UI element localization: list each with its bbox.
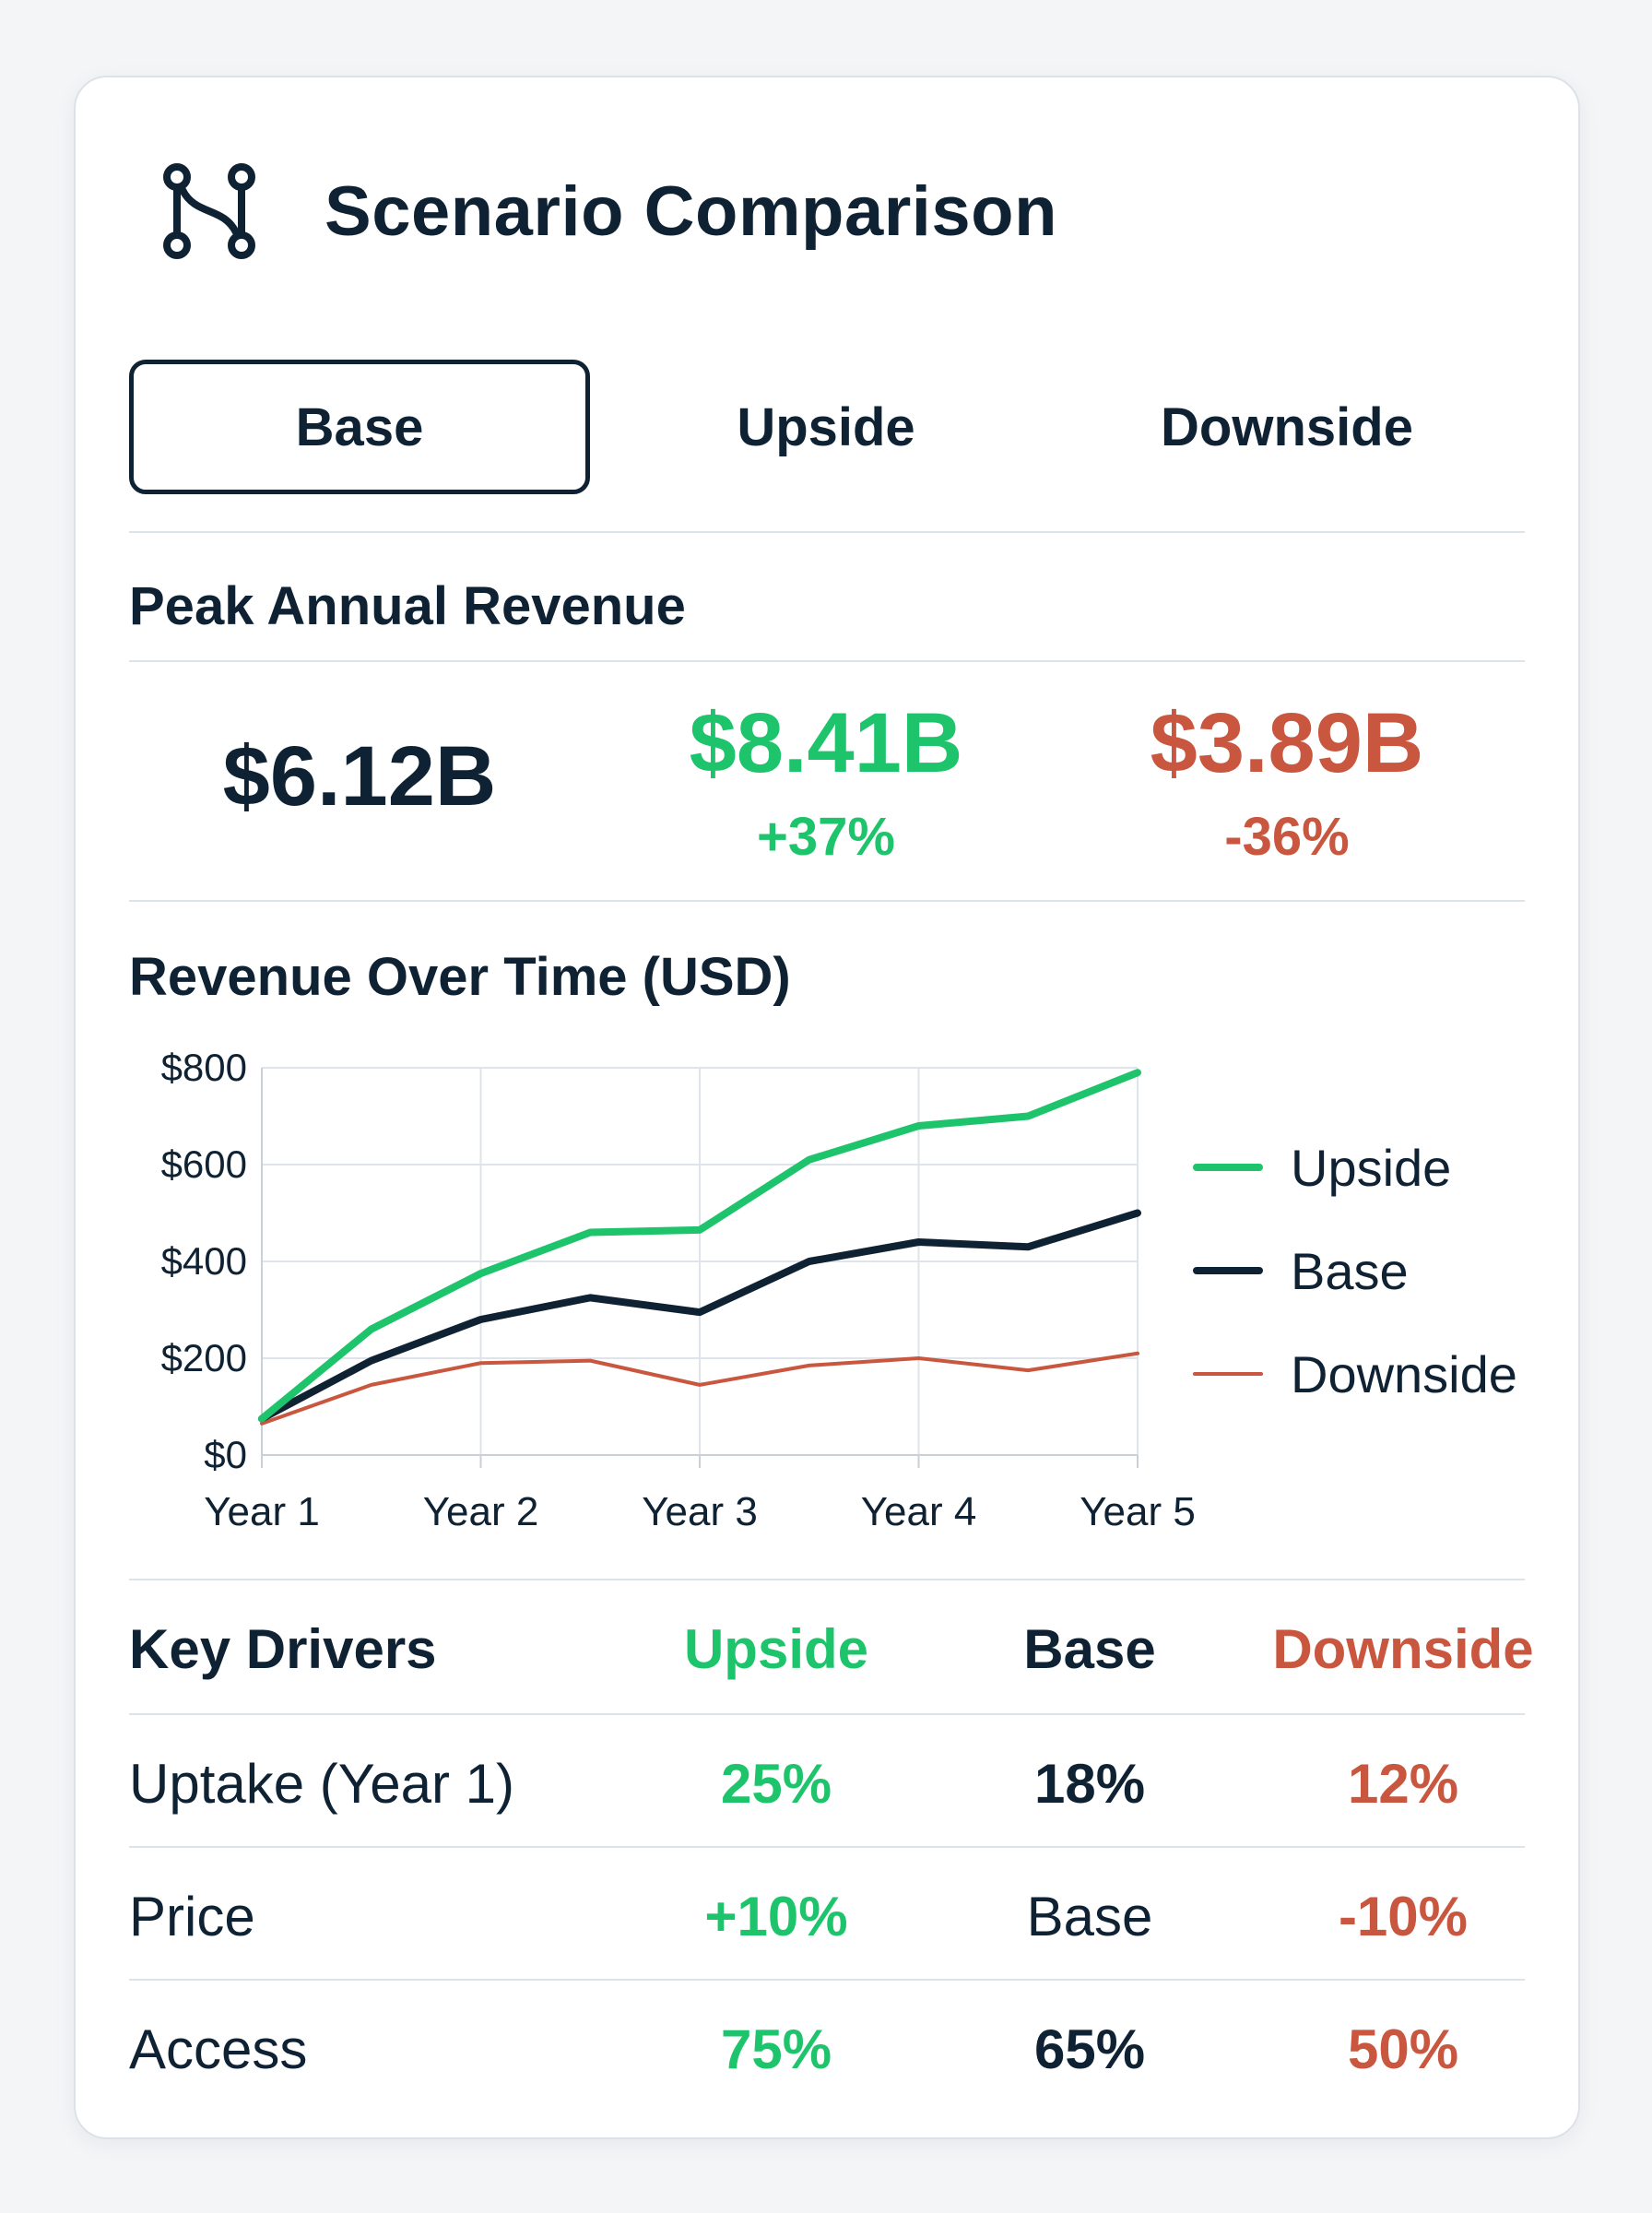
chart-legend: Upside Base Downside [1193, 1116, 1517, 1426]
drivers-heading: Key Drivers [129, 1618, 437, 1680]
y-tick-label: $0 [204, 1433, 247, 1476]
drivers-col-base: Base [1023, 1618, 1156, 1680]
revenue-chart: $0 $200 $400 $600 $800 Year 1 Year 2 Year 3 Year… [161, 1046, 1196, 1534]
divider [129, 1713, 1525, 1715]
chart-title: Revenue Over Time (USD) [129, 947, 791, 1007]
divider [129, 660, 1525, 662]
tab-upside[interactable]: Upside [737, 396, 915, 457]
legend-swatch-upside [1193, 1164, 1263, 1171]
x-tick-label: Year 5 [1080, 1489, 1196, 1534]
x-tick-label: Year 2 [423, 1489, 539, 1534]
legend-label-downside: Downside [1291, 1344, 1517, 1403]
cell-price-downside: -10% [1338, 1886, 1469, 1947]
peak-downside-value: $3.89B [1150, 696, 1424, 790]
divider [129, 1846, 1525, 1848]
peak-upside-change: +37% [757, 807, 895, 867]
divider [129, 1579, 1525, 1580]
cell-uptake-upside: 25% [720, 1753, 832, 1815]
legend-item-downside: Downside [1193, 1322, 1517, 1426]
peak-base-value: $6.12B [222, 729, 497, 823]
legend-label-upside: Upside [1291, 1138, 1452, 1197]
scenario-tabs: Base Upside Downside [129, 360, 1530, 494]
cell-uptake-downside: 12% [1347, 1753, 1459, 1815]
cell-price-base: Base [1026, 1886, 1153, 1947]
card-header: Scenario Comparison [159, 151, 1057, 271]
y-tick-label: $400 [161, 1239, 247, 1283]
peak-downside: $3.89B -36% [1056, 701, 1517, 868]
legend-swatch-base [1193, 1267, 1263, 1274]
row-label-access: Access [129, 2018, 308, 2080]
y-tick-label: $200 [161, 1336, 247, 1379]
series-line-upside [258, 1069, 1141, 1423]
peak-upside-value: $8.41B [689, 696, 963, 790]
x-tick-label: Year 4 [861, 1489, 977, 1534]
series-line-base [258, 1209, 1141, 1423]
tab-downside[interactable]: Downside [1161, 396, 1413, 457]
page-title: Scenario Comparison [324, 172, 1058, 251]
peak-base: $6.12B [129, 734, 590, 819]
peak-revenue-heading: Peak Annual Revenue [129, 576, 686, 636]
peak-upside: $8.41B +37% [596, 701, 1056, 868]
git-merge-icon [163, 163, 255, 259]
legend-item-upside: Upside [1193, 1116, 1517, 1219]
cell-uptake-base: 18% [1033, 1753, 1146, 1815]
divider [129, 531, 1525, 533]
cell-access-downside: 50% [1347, 2018, 1459, 2080]
legend-item-base: Base [1193, 1219, 1517, 1322]
scenario-card: Scenario Comparison Base Upside Downside… [74, 76, 1580, 2139]
divider [129, 1979, 1525, 1981]
series-line-downside [260, 1351, 1139, 1426]
y-tick-label: $600 [161, 1142, 247, 1186]
tab-base[interactable]: Base [129, 360, 590, 494]
legend-label-base: Base [1291, 1241, 1409, 1300]
cell-access-upside: 75% [720, 2018, 832, 2080]
cell-price-upside: +10% [704, 1886, 848, 1947]
divider [129, 900, 1525, 902]
row-label-uptake: Uptake (Year 1) [129, 1753, 515, 1815]
drivers-col-upside: Upside [683, 1618, 869, 1680]
drivers-col-downside: Downside [1272, 1618, 1534, 1680]
x-tick-label: Year 3 [642, 1489, 758, 1534]
row-label-price: Price [129, 1886, 255, 1947]
legend-swatch-downside [1193, 1372, 1263, 1376]
x-tick-label: Year 1 [204, 1489, 320, 1534]
cell-access-base: 65% [1033, 2018, 1146, 2080]
y-tick-label: $800 [161, 1046, 247, 1089]
peak-downside-change: -36% [1224, 807, 1350, 867]
